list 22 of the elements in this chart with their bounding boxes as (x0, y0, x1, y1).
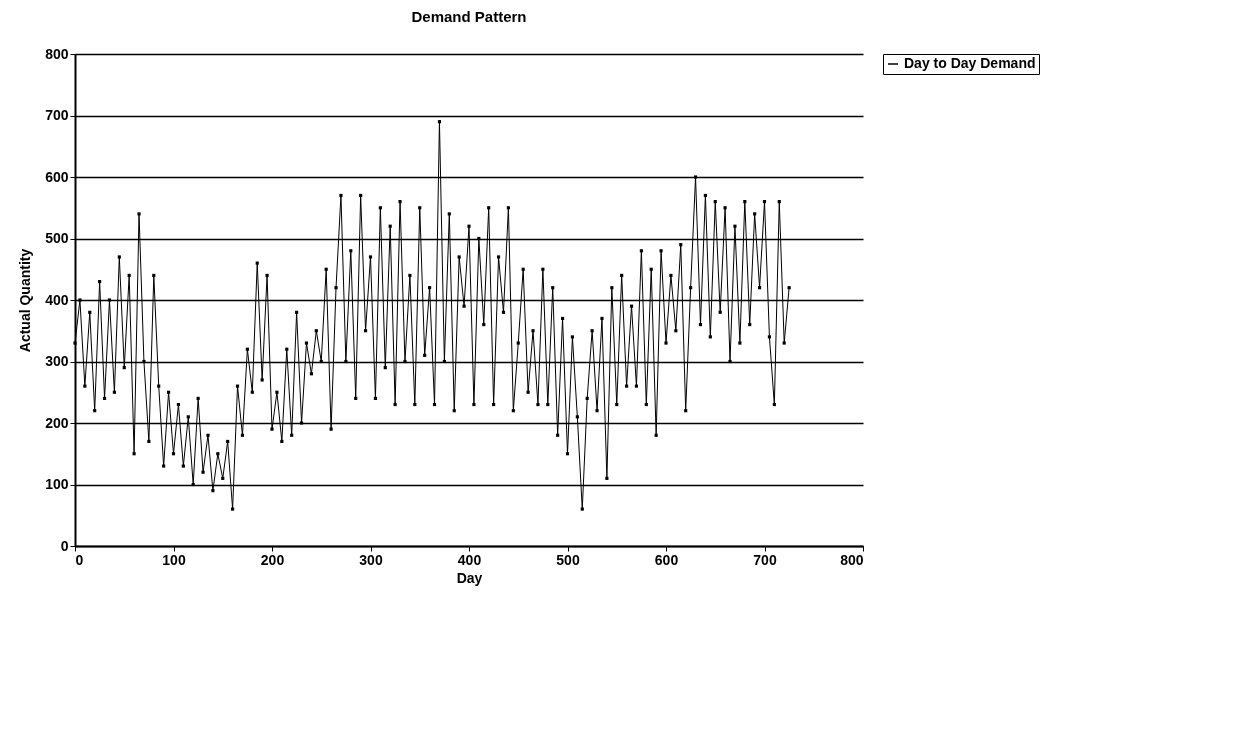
x-tick-label: 600 (654, 551, 679, 568)
y-tick-label: 300 (45, 353, 69, 369)
y-tick-label: 500 (45, 230, 69, 246)
x-tick-label: 0 (75, 551, 84, 568)
x-tick-label: 400 (457, 551, 482, 568)
x-tick-label: 300 (359, 551, 383, 568)
x-tick-label: 200 (260, 551, 285, 568)
x-tick-label: 500 (556, 551, 580, 568)
y-tick-label: 400 (45, 291, 69, 308)
chart-title: Demand Pattern (411, 8, 527, 25)
y-tick-label: 600 (45, 168, 69, 185)
x-tick-label: 800 (840, 551, 864, 568)
y-tick-label: 700 (45, 107, 69, 123)
x-tick-label: 700 (753, 551, 777, 568)
x-tick-label: 100 (162, 551, 186, 568)
y-axis-title: Actual Quantity (17, 248, 34, 353)
x-axis-title: Day (456, 569, 483, 586)
y-tick-label: 0 (60, 537, 69, 554)
y-tick-label: 800 (45, 45, 69, 62)
legend-label: Day to Day Demand (904, 55, 1036, 71)
y-tick-label: 200 (45, 414, 69, 431)
y-tick-label: 100 (45, 476, 69, 492)
